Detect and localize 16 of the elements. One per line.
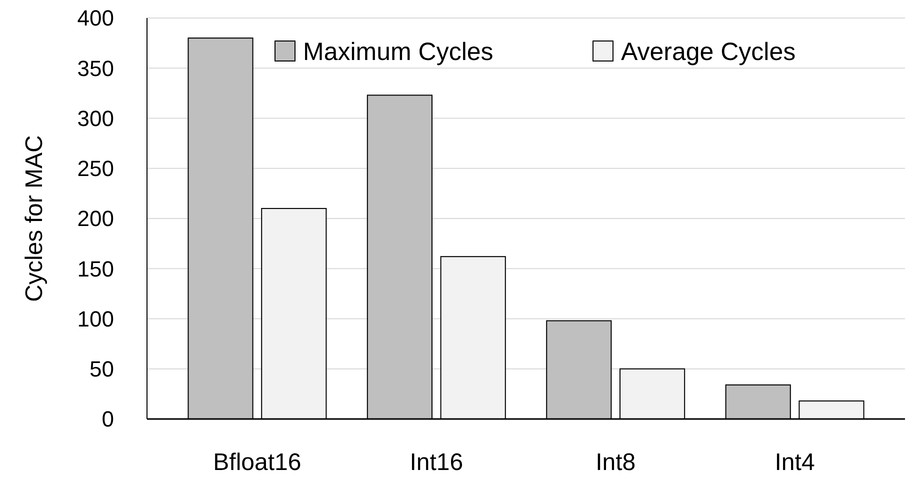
x-tick-label: Int16: [410, 449, 464, 476]
x-tick-label: Int8: [596, 449, 636, 476]
y-tick-label: 150: [77, 256, 114, 282]
x-tick-label: Bfloat16: [213, 449, 302, 476]
y-tick-label: 250: [77, 156, 114, 182]
x-tick-label: Int4: [774, 449, 815, 476]
y-tick-label: 350: [77, 56, 114, 81]
y-tick-label: 200: [77, 206, 114, 232]
legend-label: Average Cycles: [621, 38, 796, 66]
legend-label: Maximum Cycles: [303, 38, 494, 66]
y-tick-label: 400: [77, 6, 114, 31]
y-axis-title: Cycles for MAC: [21, 135, 48, 302]
y-tick-label: 0: [102, 406, 114, 432]
y-tick-label: 300: [77, 106, 114, 131]
y-tick-label: 50: [90, 356, 114, 382]
y-tick-label: 100: [77, 306, 114, 332]
